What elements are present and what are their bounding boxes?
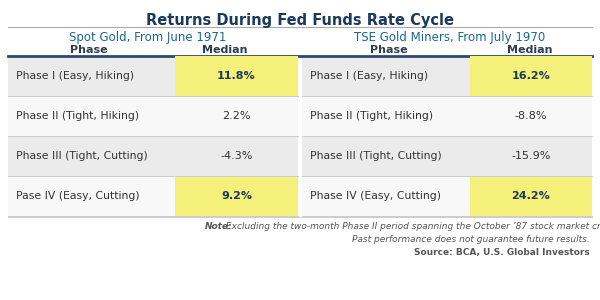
Text: Source: BCA, U.S. Global Investors: Source: BCA, U.S. Global Investors [414,248,590,257]
Bar [302,176,592,216]
Bar [8,136,298,176]
Text: Phase: Phase [70,45,107,55]
Text: Phase III (Tight, Cutting): Phase III (Tight, Cutting) [16,151,148,161]
Text: Median: Median [507,45,553,55]
Bar [470,56,592,96]
Text: 11.8%: 11.8% [217,71,256,81]
Bar [470,176,592,216]
Text: 9.2%: 9.2% [221,191,252,201]
Text: Returns During Fed Funds Rate Cycle: Returns During Fed Funds Rate Cycle [146,13,454,28]
Text: Phase I (Easy, Hiking): Phase I (Easy, Hiking) [16,71,134,81]
Text: Phase II (Tight, Hiking): Phase II (Tight, Hiking) [310,111,433,121]
Text: 16.2%: 16.2% [512,71,550,81]
Text: 24.2%: 24.2% [512,191,550,201]
Text: Phase IV (Easy, Cutting): Phase IV (Easy, Cutting) [310,191,441,201]
Bar [8,56,298,96]
Text: Median: Median [202,45,248,55]
Text: Phase: Phase [370,45,407,55]
Text: -8.8%: -8.8% [515,111,547,121]
Text: 2.2%: 2.2% [222,111,251,121]
Text: Excluding the two-month Phase II period spanning the October ’87 stock market cr: Excluding the two-month Phase II period … [223,222,600,231]
Text: Phase III (Tight, Cutting): Phase III (Tight, Cutting) [310,151,442,161]
Text: -15.9%: -15.9% [511,151,551,161]
Bar [8,176,298,216]
Text: Past performance does not guarantee future results.: Past performance does not guarantee futu… [352,235,590,244]
Text: TSE Gold Miners, From July 1970: TSE Gold Miners, From July 1970 [355,31,545,44]
Bar [302,136,592,176]
Text: Note:: Note: [205,222,233,231]
Text: -4.3%: -4.3% [220,151,253,161]
Bar [302,56,592,96]
Text: Phase II (Tight, Hiking): Phase II (Tight, Hiking) [16,111,139,121]
Text: Pase IV (Easy, Cutting): Pase IV (Easy, Cutting) [16,191,140,201]
Text: Phase I (Easy, Hiking): Phase I (Easy, Hiking) [310,71,428,81]
Bar [302,96,592,136]
Bar [175,56,298,96]
Bar [8,96,298,136]
Bar [175,176,298,216]
Text: Spot Gold, From June 1971: Spot Gold, From June 1971 [70,31,227,44]
